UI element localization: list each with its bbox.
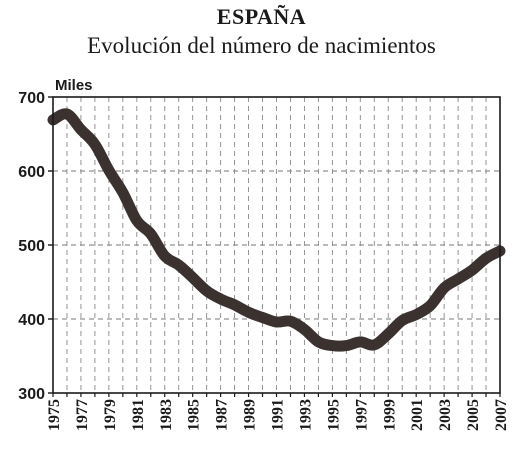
x-tick-label: 1987	[214, 399, 231, 431]
x-tick-label: 1975	[46, 399, 63, 431]
data-point-2006	[483, 255, 489, 261]
data-point-1986	[204, 288, 210, 294]
data-point-1993	[301, 326, 307, 332]
y-tick-label: 400	[18, 312, 45, 329]
data-point-1984	[176, 262, 182, 268]
data-point-1996	[343, 343, 349, 349]
data-point-1976	[64, 111, 70, 117]
data-point-2003	[441, 285, 447, 291]
x-tick-label: 1993	[297, 399, 314, 431]
x-tick-label: 1997	[353, 399, 370, 431]
y-tick-label: 700	[18, 90, 45, 107]
data-point-2000	[399, 317, 405, 323]
data-point-1992	[287, 318, 293, 324]
x-tick-label: 1989	[242, 399, 259, 431]
data-point-1980	[120, 189, 126, 195]
x-tick-label: 2005	[465, 399, 482, 431]
data-point-1983	[162, 253, 168, 259]
x-tick-label: 1985	[186, 399, 203, 431]
births-series-line	[47, 108, 506, 352]
data-point-1982	[148, 231, 154, 237]
data-point-1978	[92, 141, 98, 147]
data-point-1979	[106, 167, 112, 173]
y-tick-label: 300	[18, 386, 45, 403]
y-tick-label: 500	[18, 238, 45, 255]
data-point-1989	[246, 309, 252, 315]
data-point-1995	[329, 343, 335, 349]
data-point-1998	[371, 342, 377, 348]
y-axis-label: Miles	[55, 77, 93, 94]
data-point-1987	[218, 296, 224, 302]
x-tick-label: 1981	[130, 399, 147, 431]
x-tick-label: 2007	[493, 399, 510, 431]
chart-title: ESPAÑA	[216, 4, 307, 29]
data-point-2002	[427, 303, 433, 309]
chart-subtitle: Evolución del número de nacimientos	[87, 33, 436, 58]
data-point-1994	[315, 339, 321, 345]
y-tick-label: 600	[18, 164, 45, 181]
data-point-1999	[385, 331, 391, 337]
data-point-1981	[134, 218, 140, 224]
data-point-1991	[274, 319, 279, 325]
x-tick-label: 1983	[158, 399, 175, 431]
x-tick-label: 2003	[437, 399, 454, 431]
x-tick-label: 1999	[381, 399, 398, 431]
x-tick-label: 1977	[74, 399, 91, 431]
data-point-2001	[413, 312, 419, 318]
data-point-1977	[78, 127, 84, 133]
x-tick-label: 1991	[270, 399, 287, 431]
data-point-1988	[232, 302, 238, 308]
data-point-1985	[190, 275, 196, 281]
data-point-1997	[357, 339, 363, 345]
x-tick-label: 1979	[102, 399, 119, 431]
data-point-2004	[455, 276, 461, 282]
x-tick-label: 1995	[325, 399, 342, 431]
data-point-1990	[260, 315, 266, 321]
data-point-2005	[469, 267, 475, 273]
x-tick-label: 2001	[409, 399, 426, 431]
